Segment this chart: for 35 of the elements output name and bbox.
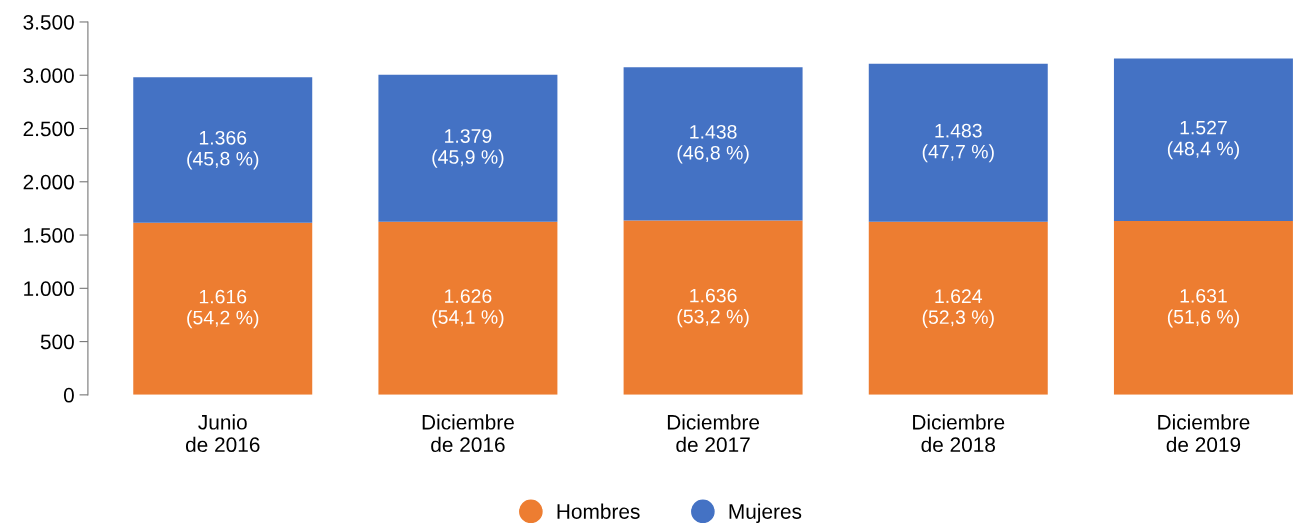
data-label: 1.616 (54,2 %) [187, 289, 259, 329]
bar [133, 222, 313, 395]
x-tick-label: Diciembre de 2017 [667, 414, 760, 453]
y-tick-label: 3.500 [23, 14, 74, 30]
legend-label: Mujeres [729, 503, 802, 523]
x-tick-label: Junio de 2016 [185, 414, 260, 453]
bar [1113, 58, 1293, 222]
bar [378, 221, 558, 395]
data-label: 1.379 (45,9 %) [432, 129, 504, 168]
data-label: 1.624 (52,3 %) [922, 289, 994, 328]
x-tick-label: Diciembre de 2016 [422, 414, 514, 453]
data-label: 1.631 (51,6 %) [1167, 288, 1239, 328]
y-tick-label: 0 [63, 387, 74, 403]
y-tick-label: 2.500 [23, 121, 74, 137]
data-label: 1.636 (53,2 %) [677, 288, 749, 328]
bar [378, 74, 558, 222]
y-tick-label: 1.500 [24, 228, 74, 243]
y-tick-label: 1.000 [24, 281, 74, 297]
y-tick-label: 3.000 [23, 68, 74, 83]
bar [868, 221, 1048, 395]
legend-label: Hombres [557, 503, 640, 519]
data-label: 1.626 (54,1 %) [432, 289, 504, 328]
bar [133, 77, 313, 223]
data-label: 1.366 (45,8 %) [187, 130, 259, 170]
bar [868, 63, 1048, 222]
bar [1113, 221, 1293, 395]
data-label: 1.438 (46,8 %) [677, 124, 749, 164]
bar [623, 220, 803, 395]
data-label: 1.483 (47,7 %) [922, 123, 994, 163]
data-label: 1.527 (48,4 %) [1167, 120, 1239, 160]
y-tick-label: 500 [40, 334, 74, 350]
x-tick-label: Diciembre de 2018 [913, 414, 1005, 453]
y-tick-label: 2.000 [23, 174, 74, 190]
bar [623, 67, 803, 221]
x-tick-label: Diciembre de 2019 [1158, 414, 1250, 453]
